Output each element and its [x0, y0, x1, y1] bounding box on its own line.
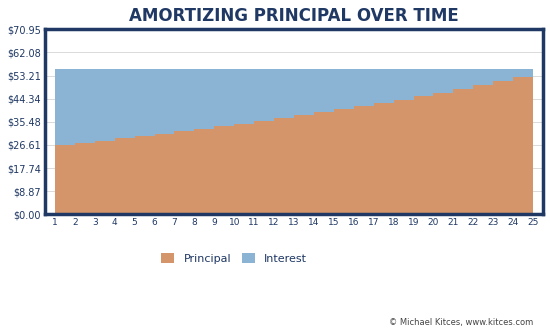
Title: AMORTIZING PRINCIPAL OVER TIME: AMORTIZING PRINCIPAL OVER TIME [129, 7, 459, 25]
Text: © Michael Kitces, www.kitces.com: © Michael Kitces, www.kitces.com [389, 318, 534, 327]
Legend: Principal, Interest: Principal, Interest [157, 248, 312, 268]
